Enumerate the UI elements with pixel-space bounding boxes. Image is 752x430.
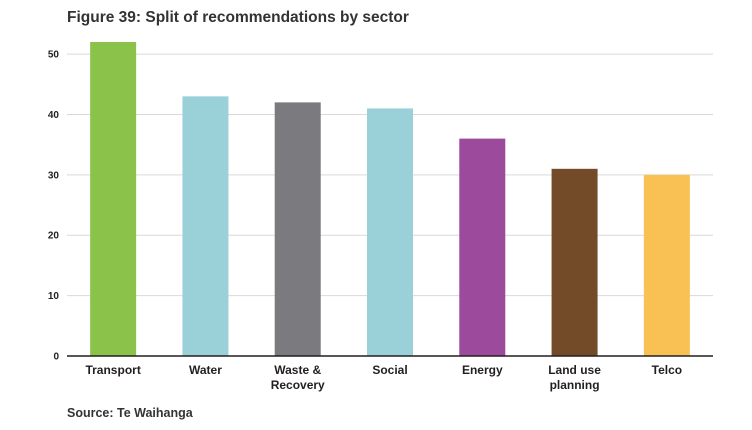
bar xyxy=(182,96,229,356)
y-tick-label: 20 xyxy=(48,231,60,242)
bar xyxy=(459,138,506,356)
y-axis-ticks: 0 10 20 30 40 50 xyxy=(48,50,60,363)
x-tick-label: Waste & Recovery xyxy=(271,363,325,392)
y-tick-label: 0 xyxy=(53,352,59,363)
x-tick-label: Social xyxy=(372,363,407,377)
chart-title: Figure 39: Split of recommendations by s… xyxy=(67,9,409,26)
x-tick-label: Land use planning xyxy=(548,363,601,392)
x-tick-label: Energy xyxy=(462,363,503,377)
source-note: Source: Te Waihanga xyxy=(67,406,193,420)
x-axis-labels: Transport Water Waste & Recovery Social Energ… xyxy=(85,363,682,392)
bar xyxy=(367,108,413,356)
x-tick-label: Transport xyxy=(85,363,140,377)
y-tick-label: 40 xyxy=(48,110,60,121)
y-tick-label: 50 xyxy=(48,50,60,61)
x-tick-label: Water xyxy=(189,363,222,377)
y-tick-label: 10 xyxy=(48,291,60,302)
bar-chart: 0 10 20 30 40 50 Transport Water Waste & Recover… xyxy=(48,42,713,392)
bar xyxy=(551,168,598,356)
y-tick-label: 30 xyxy=(48,170,60,181)
bars xyxy=(90,42,690,356)
x-tick-label: Telco xyxy=(652,363,682,377)
bar xyxy=(274,102,321,356)
bar xyxy=(90,42,137,356)
bar xyxy=(643,174,690,356)
